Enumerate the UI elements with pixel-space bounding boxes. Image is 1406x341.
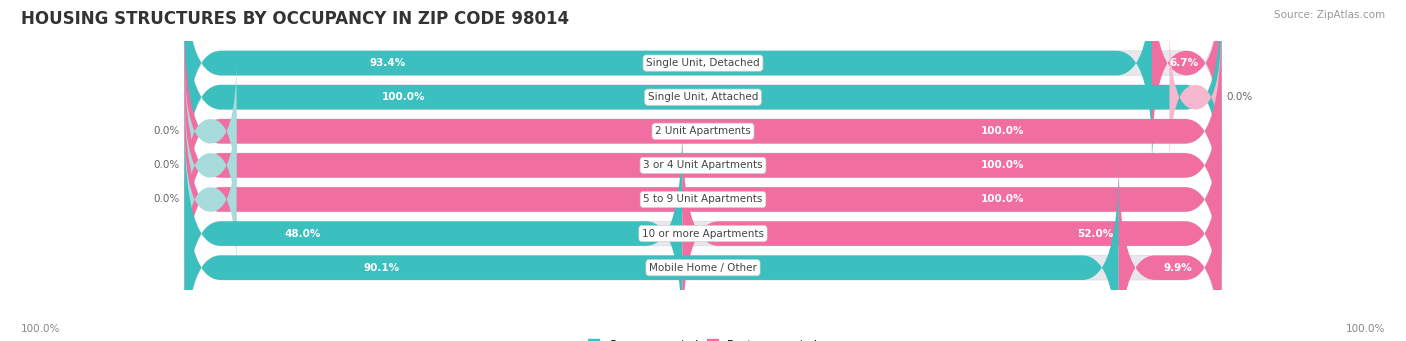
- FancyBboxPatch shape: [184, 127, 682, 341]
- FancyBboxPatch shape: [184, 127, 236, 272]
- Legend: Owner-occupied, Renter-occupied: Owner-occupied, Renter-occupied: [583, 335, 823, 341]
- Text: 100.0%: 100.0%: [981, 160, 1025, 170]
- FancyBboxPatch shape: [184, 0, 1222, 170]
- FancyBboxPatch shape: [184, 161, 1119, 341]
- Text: Source: ZipAtlas.com: Source: ZipAtlas.com: [1274, 10, 1385, 20]
- FancyBboxPatch shape: [1152, 0, 1222, 165]
- FancyBboxPatch shape: [184, 127, 1222, 341]
- Text: 0.0%: 0.0%: [1226, 92, 1253, 102]
- Text: 48.0%: 48.0%: [284, 228, 321, 239]
- Text: 90.1%: 90.1%: [363, 263, 399, 273]
- Text: Single Unit, Attached: Single Unit, Attached: [648, 92, 758, 102]
- Text: 10 or more Apartments: 10 or more Apartments: [643, 228, 763, 239]
- Text: 100.0%: 100.0%: [981, 194, 1025, 205]
- Text: 100.0%: 100.0%: [381, 92, 425, 102]
- Text: 52.0%: 52.0%: [1077, 228, 1114, 239]
- FancyBboxPatch shape: [184, 24, 1222, 238]
- FancyBboxPatch shape: [184, 0, 1153, 170]
- Text: 5 to 9 Unit Apartments: 5 to 9 Unit Apartments: [644, 194, 762, 205]
- FancyBboxPatch shape: [184, 92, 1222, 307]
- FancyBboxPatch shape: [1170, 24, 1222, 170]
- Text: 100.0%: 100.0%: [981, 126, 1025, 136]
- Text: 9.9%: 9.9%: [1164, 263, 1192, 273]
- Text: 6.7%: 6.7%: [1170, 58, 1198, 68]
- Text: 0.0%: 0.0%: [153, 160, 180, 170]
- FancyBboxPatch shape: [184, 0, 1222, 204]
- FancyBboxPatch shape: [184, 58, 1222, 272]
- Text: 3 or 4 Unit Apartments: 3 or 4 Unit Apartments: [643, 160, 763, 170]
- FancyBboxPatch shape: [1119, 161, 1222, 341]
- Text: 2 Unit Apartments: 2 Unit Apartments: [655, 126, 751, 136]
- FancyBboxPatch shape: [184, 92, 1222, 307]
- Text: 100.0%: 100.0%: [1346, 324, 1385, 334]
- FancyBboxPatch shape: [184, 161, 1222, 341]
- Text: 100.0%: 100.0%: [21, 324, 60, 334]
- FancyBboxPatch shape: [184, 0, 1222, 204]
- Text: Single Unit, Detached: Single Unit, Detached: [647, 58, 759, 68]
- Text: Mobile Home / Other: Mobile Home / Other: [650, 263, 756, 273]
- FancyBboxPatch shape: [184, 24, 1222, 238]
- Text: HOUSING STRUCTURES BY OCCUPANCY IN ZIP CODE 98014: HOUSING STRUCTURES BY OCCUPANCY IN ZIP C…: [21, 10, 569, 28]
- FancyBboxPatch shape: [184, 58, 236, 204]
- Text: 0.0%: 0.0%: [153, 126, 180, 136]
- FancyBboxPatch shape: [184, 58, 1222, 272]
- FancyBboxPatch shape: [682, 127, 1222, 341]
- Text: 93.4%: 93.4%: [370, 58, 405, 68]
- FancyBboxPatch shape: [184, 92, 236, 238]
- Text: 0.0%: 0.0%: [153, 194, 180, 205]
